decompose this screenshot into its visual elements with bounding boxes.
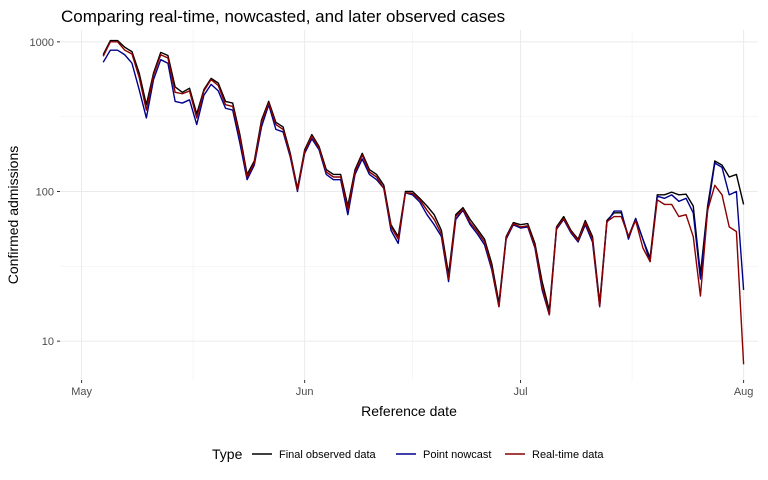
series-line-real-time-data <box>102 41 745 365</box>
series-line-point-nowcast <box>102 49 745 316</box>
x-axis-title: Reference date <box>361 403 457 419</box>
chart-title: Comparing real-time, nowcasted, and late… <box>61 7 505 26</box>
legend-label-final-observed: Final observed data <box>279 449 376 461</box>
y-axis-title: Confirmed admissions <box>5 146 21 285</box>
x-tick-label: Jun <box>296 386 314 398</box>
y-axis: 10 100 1000 <box>30 37 60 348</box>
legend-label-point-nowcast: Point nowcast <box>423 449 491 461</box>
grid-major <box>60 30 758 380</box>
x-axis: May Jun Jul Aug <box>71 380 753 398</box>
y-tick-label: 1000 <box>30 37 54 49</box>
plot-panel <box>60 30 758 380</box>
legend-label-real-time: Real-time data <box>532 449 604 461</box>
x-tick-label: May <box>71 386 92 398</box>
legend: Type Final observed data Point nowcast R… <box>212 446 604 462</box>
x-tick-label: Aug <box>734 386 754 398</box>
grid-minor <box>60 30 758 380</box>
series-layer <box>102 39 745 365</box>
legend-title: Type <box>212 446 243 462</box>
y-tick-label: 10 <box>42 336 54 348</box>
y-tick-label: 100 <box>36 186 54 198</box>
x-tick-label: Jul <box>514 386 528 398</box>
